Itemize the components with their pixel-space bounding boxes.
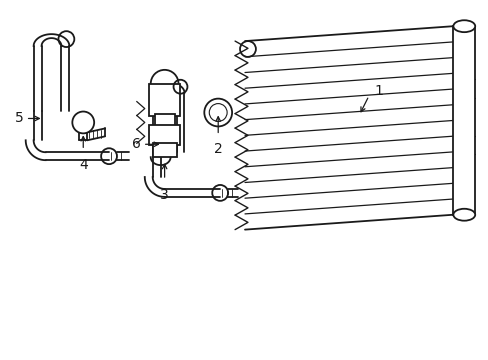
Circle shape xyxy=(150,70,178,98)
Text: 1: 1 xyxy=(373,84,382,98)
Circle shape xyxy=(72,112,94,133)
Ellipse shape xyxy=(452,20,474,32)
Bar xyxy=(152,143,176,157)
Text: 5: 5 xyxy=(15,112,24,126)
Text: 6: 6 xyxy=(132,137,141,151)
Bar xyxy=(148,125,180,145)
Text: 3: 3 xyxy=(160,188,169,202)
Text: 2: 2 xyxy=(213,142,222,156)
Text: 4: 4 xyxy=(79,158,87,172)
Bar xyxy=(452,26,474,215)
Bar xyxy=(154,113,174,127)
Ellipse shape xyxy=(452,209,474,221)
Bar xyxy=(148,84,180,116)
